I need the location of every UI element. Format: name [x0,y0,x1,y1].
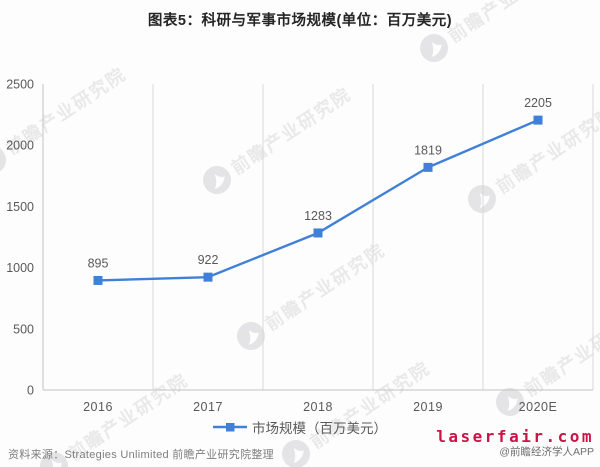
data-point-label: 922 [198,253,219,267]
x-tick-label: 2017 [193,400,223,414]
data-point-label: 2205 [524,96,552,110]
x-tick-label: 2019 [413,400,443,414]
app-credit: @前瞻经济学人APP [499,445,594,458]
x-tick-label: 2020E [519,400,558,414]
site-watermark: laserfair.com [436,427,594,446]
data-point-label: 1283 [304,209,332,223]
source-note: 资料来源：Strategies Unlimited 前瞻产业研究院整理 [8,449,274,461]
y-tick-label: 2500 [6,78,34,92]
y-tick-label: 1000 [6,261,34,275]
y-tick-label: 500 [13,322,34,336]
data-point-marker [93,275,103,285]
y-tick-label: 2000 [6,139,34,153]
chart-title: 图表5：科研与军事市场规模(单位：百万美元) [147,13,453,29]
data-point-label: 895 [88,256,109,270]
credit-block: laserfair.com @前瞻经济学人APP [436,427,594,458]
legend-marker-icon [213,423,247,432]
y-tick-label: 1500 [6,200,34,214]
legend-label: 市场规模（百万美元） [252,421,387,436]
data-point-marker [423,162,433,172]
x-tick-label: 2018 [303,400,333,414]
series-line [97,119,539,282]
legend: 市场规模（百万美元） [213,417,387,437]
data-point-marker [313,228,323,238]
data-point-marker [203,272,213,282]
data-point-label: 1819 [414,143,442,157]
data-point-marker [533,115,543,125]
y-tick-label: 0 [27,384,34,398]
x-tick-label: 2016 [83,400,113,414]
